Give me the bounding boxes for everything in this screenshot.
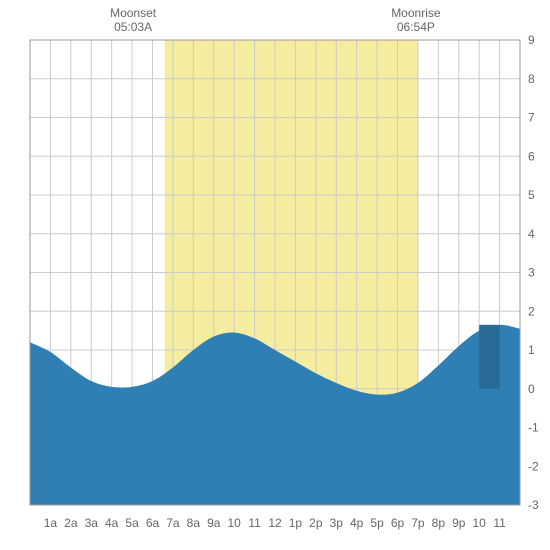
x-tick-label: 9a (207, 516, 221, 530)
x-tick-label: 3p (330, 516, 344, 530)
x-tick-label: 9p (452, 516, 466, 530)
tide-highlight (479, 325, 499, 389)
x-tick-label: 11 (493, 516, 506, 530)
x-tick-label: 8a (187, 516, 201, 530)
x-tick-label: 5a (125, 516, 139, 530)
moonset-time: 05:03A (103, 20, 163, 34)
x-tick-label: 5p (370, 516, 384, 530)
y-tick-label: 7 (528, 111, 535, 125)
y-tick-label: 3 (528, 266, 535, 280)
y-axis: -3 -2 -1 0 1 2 3 4 5 6 7 8 9 (528, 33, 539, 512)
y-tick-label: 9 (528, 33, 535, 47)
y-tick-label: -2 (528, 459, 539, 473)
chart-svg: -3-2-101234567891a2a3a4a5a6a7a8a9a101112… (0, 0, 550, 550)
moonrise-time: 06:54P (386, 20, 446, 34)
y-tick-label: -3 (528, 498, 539, 512)
moonrise-title: Moonrise (386, 6, 446, 20)
x-tick-label: 1p (289, 516, 303, 530)
moonset-annotation: Moonset 05:03A (103, 6, 163, 35)
x-axis: 1a 2a 3a 4a 5a 6a 7a 8a 9a 10 11 12 1p 2p 3p 4p 5p 6p 7p 8p… (44, 516, 506, 530)
moonset-title: Moonset (103, 6, 163, 20)
y-tick-label: 8 (528, 72, 535, 86)
x-tick-label: 10 (472, 516, 486, 530)
x-tick-label: 8p (432, 516, 446, 530)
y-tick-label: 4 (528, 227, 535, 241)
y-tick-label: 6 (528, 149, 535, 163)
tide-chart: Moonset 05:03A Moonrise 06:54P -3-2-1012… (0, 0, 550, 550)
x-tick-label: 1a (44, 516, 58, 530)
x-tick-label: 11 (248, 516, 261, 530)
x-tick-label: 2p (309, 516, 323, 530)
x-tick-label: 10 (227, 516, 241, 530)
y-tick-label: 1 (528, 343, 535, 357)
x-tick-label: 7p (411, 516, 425, 530)
moonrise-annotation: Moonrise 06:54P (386, 6, 446, 35)
y-tick-label: 5 (528, 188, 535, 202)
x-tick-label: 2a (64, 516, 78, 530)
x-tick-label: 4a (105, 516, 119, 530)
y-tick-label: 0 (528, 382, 535, 396)
x-tick-label: 6a (146, 516, 160, 530)
x-tick-label: 3a (85, 516, 99, 530)
x-tick-label: 4p (350, 516, 364, 530)
x-tick-label: 7a (166, 516, 180, 530)
x-tick-label: 6p (391, 516, 405, 530)
y-tick-label: 2 (528, 304, 535, 318)
y-tick-label: -1 (528, 421, 539, 435)
x-tick-label: 12 (268, 516, 282, 530)
